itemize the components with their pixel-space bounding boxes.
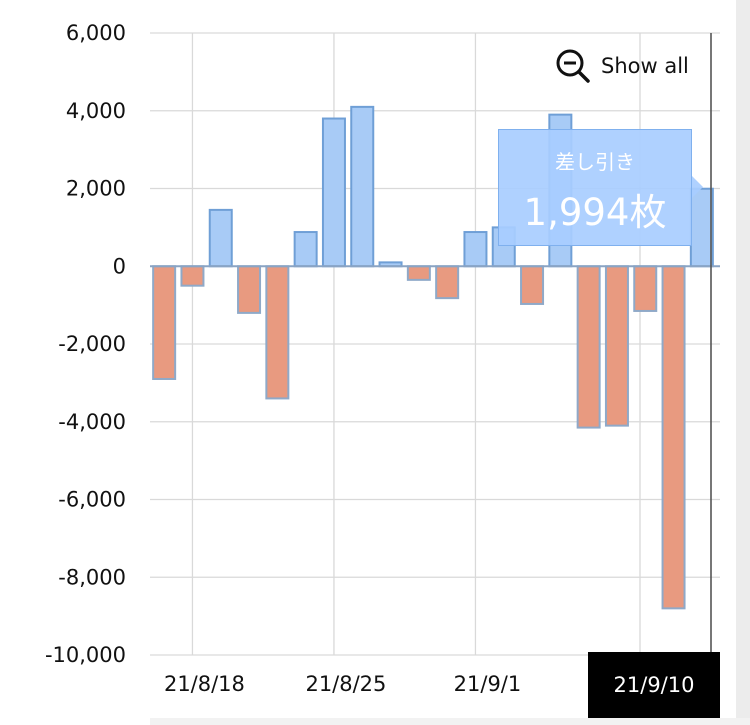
x-tick-label: 21/8/18 bbox=[164, 672, 245, 696]
bar-negative[interactable] bbox=[520, 265, 545, 305]
tooltip: 差し引き 1,994枚 bbox=[498, 129, 692, 246]
y-tick-label: -4,000 bbox=[58, 410, 126, 434]
y-tick-label: 2,000 bbox=[66, 177, 126, 201]
bar-negative[interactable] bbox=[237, 265, 262, 314]
bar-negative[interactable] bbox=[180, 265, 205, 287]
right-edge-panel bbox=[736, 0, 750, 725]
bar-positive[interactable] bbox=[208, 208, 233, 268]
y-tick-label: 6,000 bbox=[66, 21, 126, 45]
bar-positive[interactable] bbox=[293, 231, 318, 268]
bar-negative[interactable] bbox=[152, 265, 177, 380]
show-all-label: Show all bbox=[601, 54, 689, 78]
y-tick-label: -10,000 bbox=[45, 643, 126, 667]
bar-positive[interactable] bbox=[350, 105, 375, 268]
bar-positive[interactable] bbox=[689, 187, 714, 268]
bar-positive[interactable] bbox=[321, 117, 346, 268]
tooltip-arrow bbox=[692, 176, 703, 198]
bar-negative[interactable] bbox=[604, 265, 629, 427]
bar-negative[interactable] bbox=[661, 265, 686, 610]
y-tick-label: -2,000 bbox=[58, 332, 126, 356]
grid-lines bbox=[150, 32, 720, 656]
bar-positive[interactable] bbox=[463, 231, 488, 268]
y-tick-label: -6,000 bbox=[58, 488, 126, 512]
axes: 6,000 4,000 2,000 0 -2,000 -4,000 -6,000 -8,000… bbox=[45, 21, 720, 696]
bar-negative[interactable] bbox=[406, 265, 431, 281]
crosshair-date-label: 21/9/10 bbox=[588, 652, 720, 718]
show-all-button[interactable]: Show all bbox=[555, 48, 689, 84]
y-tick-label: 0 bbox=[113, 254, 126, 278]
tooltip-value: 1,994枚 bbox=[523, 191, 667, 234]
y-tick-label: -8,000 bbox=[58, 565, 126, 589]
zoom-out-icon bbox=[556, 49, 590, 83]
x-tick-label: 21/9/1 bbox=[454, 672, 522, 696]
bar-negative[interactable] bbox=[265, 265, 290, 400]
bottom-edge-panel bbox=[150, 718, 750, 725]
x-tick-label: 21/8/25 bbox=[305, 672, 386, 696]
bar-negative[interactable] bbox=[633, 265, 658, 312]
bar-negative[interactable] bbox=[435, 265, 460, 300]
bar-negative[interactable] bbox=[576, 265, 601, 429]
y-tick-label: 4,000 bbox=[66, 99, 126, 123]
tooltip-label: 差し引き bbox=[555, 150, 635, 174]
